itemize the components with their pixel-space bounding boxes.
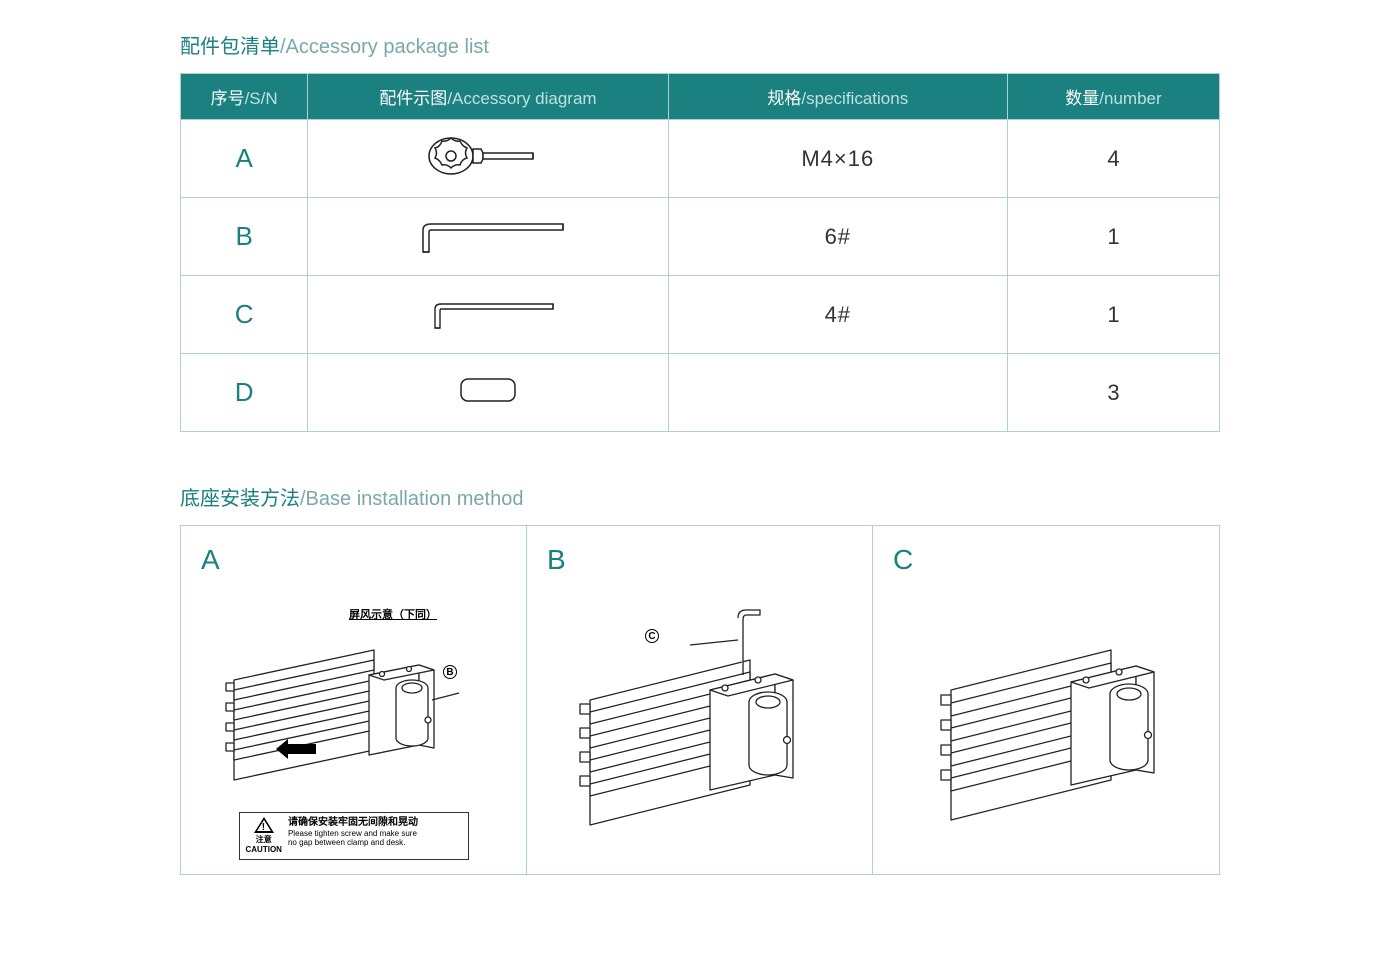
- caution-text-en2: no gap between clamp and desk.: [288, 838, 462, 848]
- heading-en: /Accessory package list: [280, 36, 489, 58]
- number-cell: 1: [1107, 224, 1119, 249]
- step-panel-c: C: [873, 526, 1219, 874]
- table-header-row: 序号/S/N 配件示图/Accessory diagram 规格/specifi…: [181, 74, 1220, 120]
- table-row: D 3: [181, 354, 1220, 432]
- callout-badge: B: [443, 665, 457, 679]
- caution-box: ! 注意 CAUTION 请确保安装牢固无间隙和晃动 Please tighte…: [239, 812, 469, 860]
- table-row: B 6# 1: [181, 198, 1220, 276]
- step-letter: B: [547, 544, 852, 576]
- spec-cell: 6#: [825, 224, 851, 249]
- col-header-number: 数量/number: [1007, 74, 1219, 120]
- caution-cn: 注意: [256, 835, 272, 845]
- base-install-heading: 底座安装方法/Base installation method: [180, 482, 1220, 511]
- accessory-list-heading: 配件包清单/Accessory package list: [180, 30, 1220, 59]
- col-header-sn: 序号/S/N: [181, 74, 308, 120]
- accessory-table: 序号/S/N 配件示图/Accessory diagram 规格/specifi…: [180, 73, 1220, 432]
- step-panel-b: B: [527, 526, 873, 874]
- caution-text-en1: Please tighten screw and make sure: [288, 829, 462, 839]
- number-cell: 4: [1107, 146, 1119, 171]
- sn-cell: D: [235, 377, 254, 407]
- spec-cell: M4×16: [801, 146, 874, 171]
- step-c-diagram: [896, 590, 1196, 850]
- step-letter: A: [201, 544, 506, 576]
- col-header-spec: 规格/specifications: [668, 74, 1007, 120]
- number-cell: 3: [1107, 380, 1119, 405]
- spec-cell: 4#: [825, 302, 851, 327]
- sn-cell: A: [235, 143, 252, 173]
- heading-cn: 配件包清单: [180, 36, 280, 58]
- heading-cn: 底座安装方法: [180, 488, 300, 510]
- step-panel-a: A: [181, 526, 527, 874]
- rounded-pad-icon: [453, 373, 523, 407]
- warning-triangle-icon: !: [254, 817, 274, 833]
- diagram-cell-allen-small: [308, 276, 668, 354]
- table-row: A: [181, 120, 1220, 198]
- callout-badge: C: [645, 629, 659, 643]
- diagram-cell-allen-large: [308, 198, 668, 276]
- direction-arrow-icon: [286, 744, 316, 754]
- caution-text: 请确保安装牢固无间隙和晃动 Please tighten screw and m…: [288, 817, 462, 848]
- caution-en: CAUTION: [246, 845, 282, 855]
- installation-steps: A: [180, 525, 1220, 875]
- caution-label: ! 注意 CAUTION: [246, 817, 282, 855]
- thumbscrew-icon: [423, 129, 553, 183]
- diagram-cell-thumbscrew: [308, 120, 668, 198]
- sn-cell: B: [235, 221, 252, 251]
- sn-cell: C: [235, 299, 254, 329]
- number-cell: 1: [1107, 302, 1119, 327]
- allen-key-large-icon: [403, 212, 573, 256]
- step-a-diagram: [214, 620, 494, 820]
- screen-note-label: 屏风示意（下同）: [349, 606, 437, 622]
- badge-c-wrap: C: [645, 626, 659, 644]
- diagram-cell-pad: [308, 354, 668, 432]
- caution-text-cn: 请确保安装牢固无间隙和晃动: [288, 817, 462, 829]
- step-letter: C: [893, 544, 1199, 576]
- allen-key-small-icon: [413, 292, 563, 332]
- step-b-diagram: [550, 590, 850, 850]
- table-row: C 4# 1: [181, 276, 1220, 354]
- col-header-diagram: 配件示图/Accessory diagram: [308, 74, 668, 120]
- heading-en: /Base installation method: [300, 488, 523, 510]
- badge-b-wrap: B: [443, 662, 457, 680]
